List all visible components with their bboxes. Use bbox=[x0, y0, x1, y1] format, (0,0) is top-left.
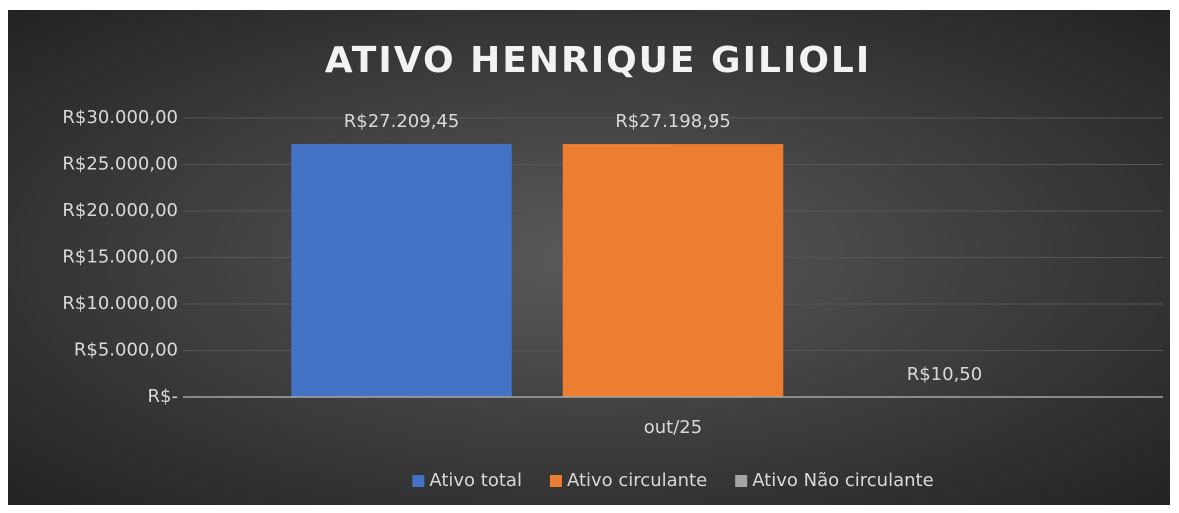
y-tick-label: R$30.000,00 bbox=[62, 107, 178, 128]
x-tick-label: out/25 bbox=[644, 417, 702, 438]
y-tick-label: R$20.000,00 bbox=[62, 200, 178, 221]
y-tick-label: R$15.000,00 bbox=[62, 247, 178, 268]
legend-swatch bbox=[412, 475, 425, 487]
y-tick-label: R$- bbox=[148, 386, 178, 407]
y-tick-label: R$10.000,00 bbox=[62, 293, 178, 314]
legend-label: Ativo total bbox=[429, 470, 522, 491]
legend-label: Ativo Não circulante bbox=[752, 470, 933, 491]
bar bbox=[291, 143, 512, 397]
chart-title: ATIVO HENRIQUE GILIOLI bbox=[325, 40, 872, 81]
legend-swatch bbox=[735, 475, 748, 487]
legend-swatch bbox=[549, 475, 562, 487]
data-label: R$27.198,95 bbox=[615, 111, 731, 132]
y-tick-label: R$5.000,00 bbox=[74, 340, 178, 361]
bar bbox=[562, 144, 784, 397]
data-label: R$27.209,45 bbox=[344, 111, 460, 132]
data-label: R$10,50 bbox=[907, 364, 983, 385]
legend-label: Ativo circulante bbox=[567, 470, 707, 491]
y-tick-label: R$25.000,00 bbox=[62, 154, 178, 175]
